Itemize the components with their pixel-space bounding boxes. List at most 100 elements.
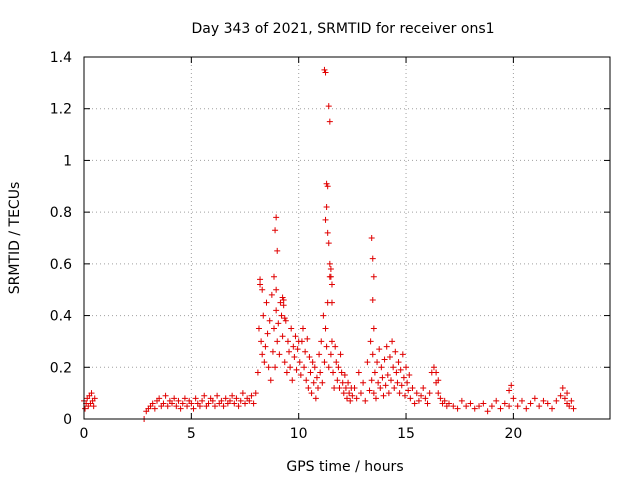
data-point <box>327 266 334 273</box>
data-point <box>272 364 279 371</box>
data-point <box>269 348 276 355</box>
data-point <box>484 408 491 415</box>
data-point <box>184 403 191 410</box>
data-point <box>220 403 227 410</box>
data-point <box>294 346 301 353</box>
data-point <box>293 366 300 373</box>
data-point <box>467 400 474 407</box>
data-point <box>351 384 358 391</box>
data-point <box>192 395 199 402</box>
data-point <box>171 395 178 402</box>
y-tick-label: 1.2 <box>50 102 72 118</box>
data-point <box>341 372 348 379</box>
data-point <box>389 338 396 345</box>
data-point <box>259 351 266 358</box>
data-point <box>242 400 249 407</box>
data-point <box>209 397 216 404</box>
data-point <box>237 397 244 404</box>
data-point <box>258 338 265 345</box>
data-point <box>386 353 393 360</box>
data-point <box>393 369 400 376</box>
data-point <box>450 403 457 410</box>
data-point <box>394 379 401 386</box>
data-point <box>506 403 513 410</box>
data-point <box>369 255 376 262</box>
data-point <box>297 372 304 379</box>
data-point <box>510 395 517 402</box>
data-point <box>324 183 331 190</box>
data-point <box>226 397 233 404</box>
data-point <box>471 405 478 412</box>
data-point <box>420 384 427 391</box>
data-point <box>196 403 203 410</box>
x-tick-label: 20 <box>504 426 522 442</box>
data-point <box>319 379 326 386</box>
data-point <box>250 400 257 407</box>
data-point <box>305 384 312 391</box>
data-point <box>279 294 286 301</box>
data-point <box>557 392 564 399</box>
data-point <box>318 338 325 345</box>
data-point <box>435 377 442 384</box>
data-point <box>169 400 176 407</box>
data-point <box>262 343 269 350</box>
data-point <box>264 330 271 337</box>
data-point <box>306 353 313 360</box>
data-point <box>287 364 294 371</box>
data-point <box>413 390 420 397</box>
data-point <box>330 369 337 376</box>
data-point <box>406 372 413 379</box>
data-point <box>273 214 280 221</box>
data-point <box>385 390 392 397</box>
y-tick-label: 0.2 <box>50 360 72 376</box>
data-point <box>367 338 374 345</box>
data-point <box>374 359 381 366</box>
data-point <box>218 397 225 404</box>
data-point <box>255 325 262 332</box>
data-point <box>307 369 314 376</box>
data-point <box>259 286 266 293</box>
data-point <box>375 379 382 386</box>
data-point <box>278 312 285 319</box>
data-point <box>380 392 387 399</box>
data-point <box>263 299 270 306</box>
data-point <box>275 320 282 327</box>
data-point <box>333 359 340 366</box>
data-point <box>90 403 97 410</box>
data-point <box>536 403 543 410</box>
data-point <box>362 397 369 404</box>
data-point <box>430 364 437 371</box>
data-point <box>296 359 303 366</box>
data-point <box>265 364 272 371</box>
data-point <box>280 302 287 309</box>
data-point <box>397 366 404 373</box>
data-point <box>370 273 377 280</box>
data-point <box>344 395 350 402</box>
data-point <box>559 384 566 391</box>
data-point <box>315 384 322 391</box>
data-point <box>411 400 418 407</box>
data-point <box>323 343 330 350</box>
data-point <box>398 382 405 389</box>
data-point <box>316 351 323 358</box>
y-tick-label: 0 <box>63 412 72 428</box>
data-point <box>151 405 158 412</box>
data-point <box>415 397 422 404</box>
data-point <box>324 229 331 236</box>
data-point <box>82 405 89 412</box>
data-point <box>531 395 538 402</box>
data-point <box>540 397 547 404</box>
data-point <box>284 338 291 345</box>
data-point <box>370 390 377 397</box>
data-point <box>355 369 362 376</box>
data-point <box>339 379 346 386</box>
data-point <box>231 400 238 407</box>
data-point <box>162 392 169 399</box>
x-axis-label: GPS time / hours <box>286 459 403 475</box>
data-point <box>268 291 275 298</box>
data-point <box>328 281 335 288</box>
data-point <box>326 118 333 125</box>
data-point <box>342 384 349 391</box>
data-point <box>211 403 218 410</box>
